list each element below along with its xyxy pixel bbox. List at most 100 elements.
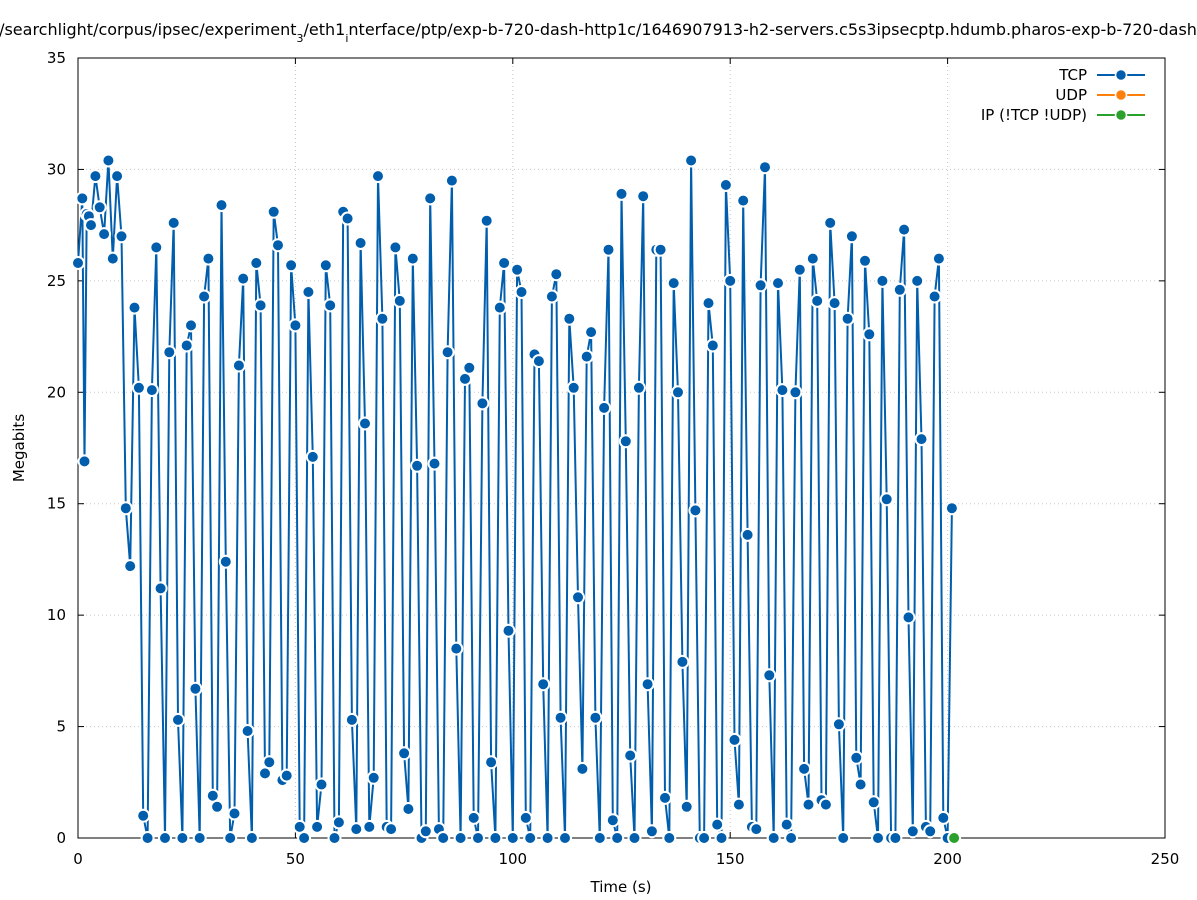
data-point (553, 710, 568, 725)
data-point (723, 273, 738, 288)
data-point (71, 256, 85, 270)
y-tick-label: 0 (56, 829, 66, 847)
y-tick-label: 20 (47, 383, 66, 401)
data-point (653, 242, 668, 257)
data-point (644, 824, 659, 839)
data-point (149, 240, 164, 255)
data-point (588, 710, 603, 725)
data-point (766, 831, 781, 845)
data-point (540, 831, 555, 845)
data-point (566, 380, 581, 395)
data-point (240, 724, 255, 738)
data-point (831, 717, 846, 732)
data-point (136, 808, 151, 823)
data-point (671, 385, 685, 400)
data-point (166, 215, 181, 230)
y-axis: 0 5 10 15 20 25 30 35 (47, 49, 1165, 847)
data-point (714, 831, 729, 845)
data-point (805, 251, 820, 266)
data-point (440, 345, 455, 360)
data-point (684, 153, 699, 168)
data-point (688, 503, 703, 518)
data-point (775, 383, 790, 398)
data-point (875, 273, 890, 288)
data-point (101, 153, 116, 168)
data-point (175, 831, 190, 845)
data-point (497, 256, 512, 270)
data-point (340, 211, 355, 226)
data-point (818, 797, 833, 812)
series-0 (71, 153, 959, 845)
data-point (947, 831, 962, 845)
legend-label: UDP (1055, 86, 1087, 104)
data-point (444, 173, 459, 188)
data-point (618, 434, 633, 449)
data-point (318, 258, 333, 273)
data-point (531, 354, 546, 369)
data-point (758, 160, 772, 175)
data-point (575, 761, 590, 776)
data-point (914, 432, 929, 447)
data-point (410, 458, 425, 473)
data-point (562, 311, 577, 326)
data-point (210, 799, 225, 814)
data-point (471, 831, 485, 845)
data-point (188, 681, 203, 696)
data-point (475, 396, 490, 411)
data-point (827, 296, 842, 311)
data-point (801, 797, 816, 812)
data-point (84, 218, 98, 233)
data-point (288, 318, 303, 333)
data-point (536, 677, 551, 692)
data-point (844, 229, 859, 244)
x-axis-label: Time (s) (590, 878, 652, 896)
legend-marker (1114, 88, 1128, 102)
data-point (797, 761, 812, 776)
data-point (388, 240, 403, 255)
data-point (271, 238, 285, 253)
data-point (584, 325, 599, 340)
data-point (266, 204, 281, 219)
data-point (123, 559, 138, 574)
data-point (631, 380, 646, 395)
data-point (384, 822, 399, 837)
data-point (592, 831, 607, 845)
data-point (610, 831, 625, 845)
data-point (927, 289, 942, 304)
chart-title: /searchlight/corpus/ipsec/experiment3/et… (0, 20, 1197, 45)
legend-label: TCP (1058, 66, 1087, 84)
data-point (479, 213, 494, 228)
series-layer (71, 153, 962, 845)
data-point (140, 831, 155, 845)
data-point (323, 298, 338, 313)
data-point (710, 817, 725, 832)
x-tick-label: 100 (498, 850, 527, 868)
y-tick-label: 15 (47, 495, 66, 513)
data-point (605, 813, 620, 828)
data-point (944, 501, 959, 516)
data-point (740, 527, 755, 542)
data-point (436, 831, 451, 845)
data-point (697, 831, 712, 845)
data-point (427, 456, 442, 471)
data-point (849, 750, 864, 765)
data-point (518, 810, 533, 825)
data-point (201, 251, 216, 266)
data-point (736, 193, 751, 208)
data-point (749, 822, 764, 837)
data-point (371, 169, 385, 184)
data-point (905, 824, 920, 839)
x-tick-label: 200 (933, 850, 962, 868)
data-point (75, 191, 90, 206)
data-point (227, 806, 242, 821)
data-point (840, 311, 855, 326)
data-point (197, 289, 212, 304)
x-tick-label: 50 (286, 850, 305, 868)
data-point (888, 831, 903, 845)
data-point (836, 831, 851, 845)
data-point (366, 770, 381, 785)
x-tick-label: 0 (73, 850, 83, 868)
data-point (184, 318, 198, 333)
legend-marker (1114, 108, 1128, 122)
data-point (223, 831, 238, 845)
